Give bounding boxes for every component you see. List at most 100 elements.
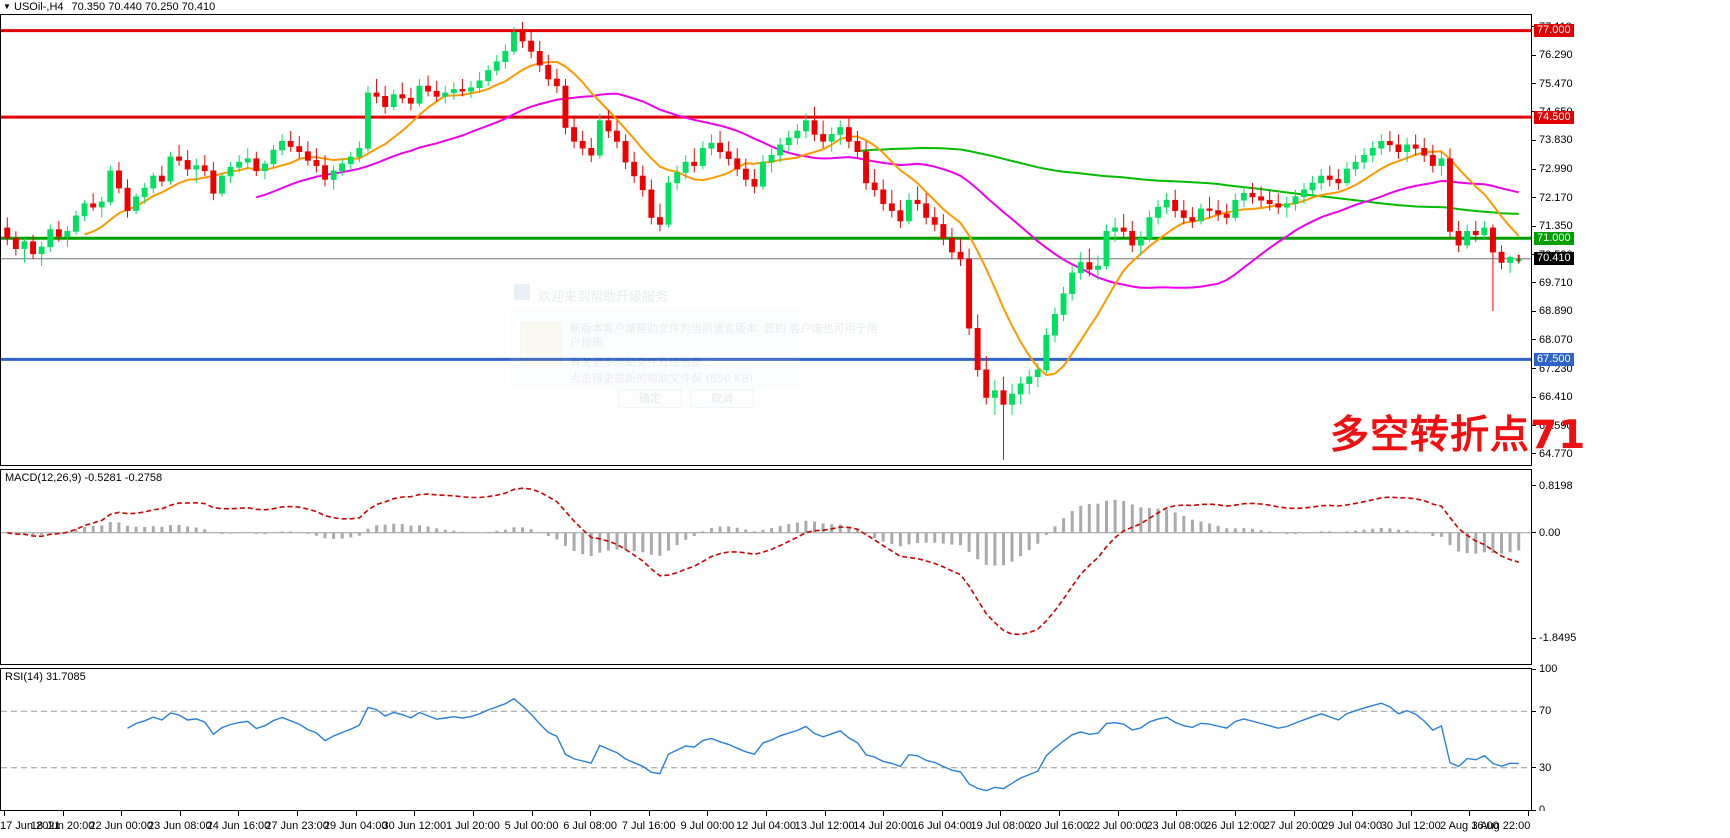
time-axis-tick bbox=[1410, 811, 1412, 816]
candle bbox=[1009, 383, 1016, 415]
candle bbox=[957, 238, 964, 266]
macd-scale[interactable]: 0.8198 0.00 -1.8495 bbox=[1531, 469, 1730, 665]
candle bbox=[1386, 130, 1393, 152]
candle bbox=[596, 113, 603, 159]
time-axis-label: 7 Jul 16:00 bbox=[621, 820, 676, 832]
candle bbox=[811, 106, 818, 142]
time-axis-label: 29 Jul 04:00 bbox=[1322, 820, 1383, 832]
candle bbox=[425, 75, 431, 97]
rsi-line bbox=[127, 697, 1519, 792]
candle bbox=[837, 120, 844, 145]
candle bbox=[339, 158, 346, 176]
candle bbox=[313, 148, 320, 173]
price-tick: 69.710 bbox=[1532, 277, 1573, 289]
support-71-tag[interactable]: 71.000 bbox=[1534, 231, 1574, 245]
candle bbox=[1266, 189, 1273, 211]
candle bbox=[1429, 144, 1436, 173]
candle bbox=[1180, 200, 1187, 225]
candle bbox=[742, 158, 749, 187]
candle bbox=[1421, 137, 1428, 163]
rsi-tick: 30 bbox=[1532, 762, 1551, 774]
resistance-77-tag[interactable]: 77.000 bbox=[1534, 24, 1574, 38]
time-axis-tick bbox=[179, 811, 181, 816]
price-tick: 76.290 bbox=[1532, 49, 1573, 61]
candle bbox=[390, 89, 397, 111]
candle bbox=[433, 80, 440, 102]
chevron-down-icon[interactable]: ▼ bbox=[3, 2, 11, 11]
candle bbox=[1438, 151, 1445, 176]
support-67-5-tag[interactable]: 67.500 bbox=[1534, 352, 1574, 366]
candle bbox=[639, 165, 646, 197]
time-axis-label: 19 Jul 08:00 bbox=[970, 820, 1031, 832]
candle bbox=[1069, 265, 1076, 301]
macd-tick: 0.00 bbox=[1532, 527, 1560, 539]
symbol-bar: ▼ USOil-,H4 70.350 70.440 70.250 70.410 bbox=[0, 0, 1730, 14]
time-axis-tick bbox=[121, 811, 123, 816]
macd-tick: -1.8495 bbox=[1532, 632, 1576, 644]
candle bbox=[1043, 328, 1050, 374]
candle bbox=[270, 144, 277, 168]
candle bbox=[1378, 134, 1385, 156]
candle bbox=[1086, 248, 1093, 277]
time-axis-label: 23 Jul 08:00 bbox=[1146, 820, 1207, 832]
candle bbox=[1258, 186, 1265, 208]
rsi-panel[interactable]: RSI(14) 31.7085 bbox=[0, 668, 1532, 811]
candle bbox=[347, 151, 354, 170]
candle bbox=[1352, 155, 1359, 176]
price-tick: 72.170 bbox=[1532, 192, 1573, 204]
price-chart-panel[interactable] bbox=[0, 14, 1532, 466]
candle bbox=[820, 120, 827, 149]
candle bbox=[98, 196, 105, 218]
candle bbox=[1507, 255, 1514, 273]
price-scale[interactable]: 77.11076.29075.47074.65073.83072.99072.1… bbox=[1531, 14, 1730, 466]
time-axis-tick bbox=[1059, 811, 1061, 816]
rsi-tick: 70 bbox=[1532, 705, 1551, 717]
candle bbox=[1395, 134, 1402, 159]
time-axis-tick bbox=[1176, 811, 1178, 816]
candle bbox=[1172, 189, 1179, 218]
resistance-74-5-tag[interactable]: 74.500 bbox=[1534, 110, 1574, 124]
time-axis-label: 2 Aug 16:00 bbox=[1440, 820, 1499, 832]
candle bbox=[1455, 220, 1462, 253]
last-price-tag[interactable]: 70.410 bbox=[1534, 252, 1574, 266]
time-axis-tick bbox=[62, 811, 64, 816]
candle bbox=[519, 21, 526, 48]
candle bbox=[510, 27, 517, 55]
candle bbox=[1017, 376, 1024, 405]
price-tick: 75.470 bbox=[1532, 78, 1573, 90]
candle bbox=[304, 141, 311, 166]
time-axis-tick bbox=[1000, 811, 1002, 816]
time-axis-tick bbox=[766, 811, 767, 816]
candle bbox=[1000, 376, 1007, 460]
time-axis-label: 30 Jun 12:00 bbox=[382, 820, 447, 832]
candle bbox=[536, 40, 543, 73]
macd-panel[interactable]: MACD(12,26,9) -0.5281 -0.2758 bbox=[0, 469, 1532, 665]
candle bbox=[1490, 224, 1496, 311]
candle bbox=[1369, 141, 1376, 163]
candle bbox=[923, 193, 930, 225]
candle bbox=[828, 127, 835, 152]
time-axis-label: 6 Jul 08:00 bbox=[563, 820, 618, 832]
candle bbox=[1052, 307, 1058, 343]
rsi-plot bbox=[1, 697, 1531, 792]
price-tick: 64.770 bbox=[1532, 448, 1573, 460]
candle bbox=[631, 151, 638, 183]
candle bbox=[674, 165, 681, 190]
time-axis[interactable]: 17 Jun 2021 18 Jun 20:00 22 Jun 00:00 23 Ju… bbox=[0, 811, 1730, 838]
time-axis-label: 20 Jul 16:00 bbox=[1029, 820, 1090, 832]
candle bbox=[236, 155, 243, 173]
candle bbox=[21, 238, 28, 263]
time-axis-label: 17 Jun 2021 bbox=[0, 820, 61, 832]
macd-plot bbox=[1, 487, 1531, 636]
candle bbox=[948, 227, 955, 260]
candle bbox=[605, 110, 612, 138]
candle bbox=[1120, 214, 1127, 239]
macd-label: MACD(12,26,9) -0.5281 -0.2758 bbox=[5, 472, 163, 484]
candle bbox=[141, 182, 148, 204]
candle bbox=[622, 134, 629, 170]
price-tick: 72.990 bbox=[1532, 163, 1573, 175]
candle bbox=[914, 186, 921, 211]
rsi-scale[interactable]: 100 70 30 0 bbox=[1531, 663, 1730, 816]
candle bbox=[1189, 207, 1196, 228]
